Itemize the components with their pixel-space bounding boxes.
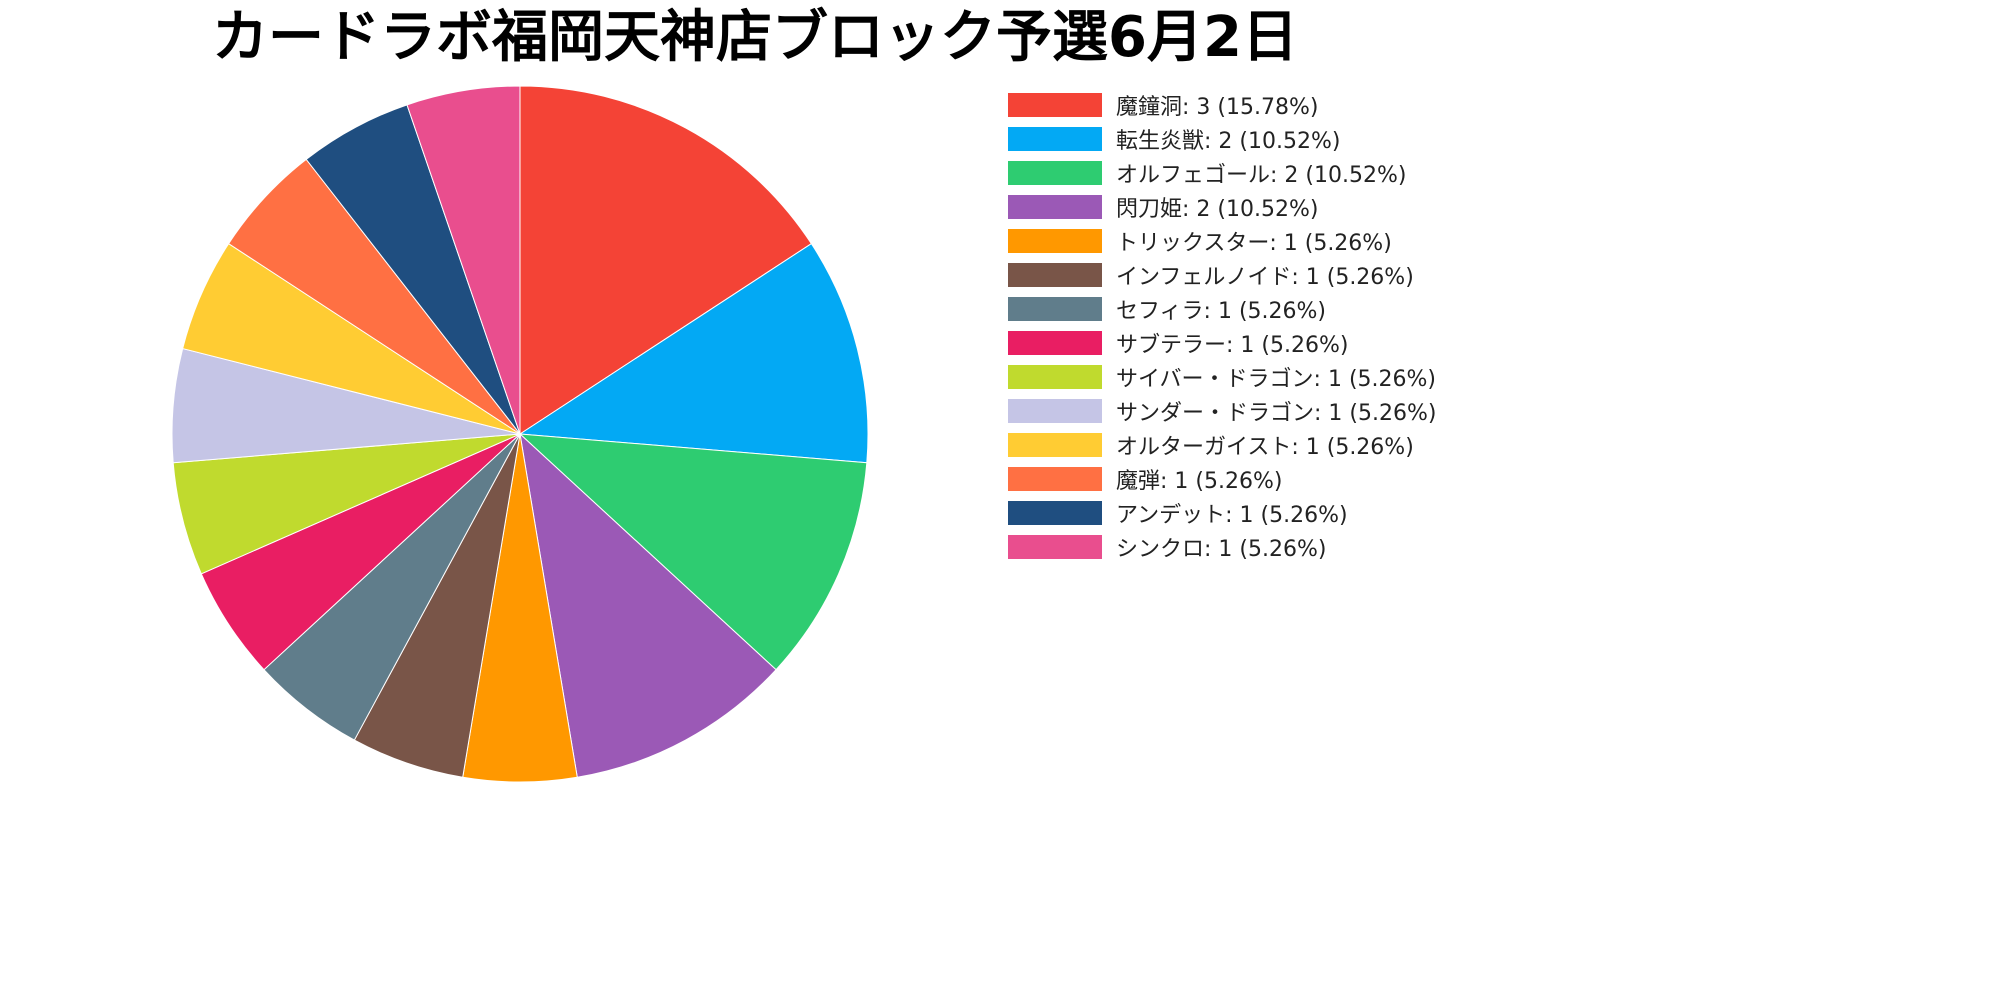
- pie-slice-3: [518, 433, 868, 671]
- pie-slice-1: [519, 85, 813, 435]
- legend-label: 閃刀姫: 2 (10.52%): [1116, 197, 1319, 222]
- legend-item: インフェルノイド: 1 (5.26%): [1008, 258, 1436, 292]
- legend-swatch: [1008, 433, 1102, 457]
- pie-slices: [171, 85, 869, 783]
- legend-item: セフィラ: 1 (5.26%): [1008, 292, 1436, 326]
- legend-label: アンデット: 1 (5.26%): [1116, 503, 1348, 528]
- legend-swatch: [1008, 127, 1102, 151]
- legend-label: シンクロ: 1 (5.26%): [1116, 537, 1327, 562]
- legend: 魔鐘洞: 3 (15.78%) 転生炎獣: 2 (10.52%) オルフェゴール: …: [1008, 88, 1436, 564]
- legend-swatch: [1008, 93, 1102, 117]
- legend-swatch: [1008, 467, 1102, 491]
- legend-label: セフィラ: 1 (5.26%): [1116, 299, 1327, 324]
- legend-swatch: [1008, 297, 1102, 321]
- legend-label: 魔弾: 1 (5.26%): [1116, 469, 1283, 494]
- legend-swatch: [1008, 365, 1102, 389]
- legend-swatch: [1008, 263, 1102, 287]
- pie-slice-2: [518, 242, 869, 464]
- legend-item: シンクロ: 1 (5.26%): [1008, 530, 1436, 564]
- legend-label: サブテラー: 1 (5.26%): [1116, 333, 1349, 358]
- legend-swatch: [1008, 195, 1102, 219]
- legend-item: サイバー・ドラゴン: 1 (5.26%): [1008, 360, 1436, 394]
- legend-item: 閃刀姫: 2 (10.52%): [1008, 190, 1436, 224]
- legend-swatch: [1008, 229, 1102, 253]
- legend-swatch: [1008, 535, 1102, 559]
- pie-chart: [171, 85, 869, 783]
- legend-item: 転生炎獣: 2 (10.52%): [1008, 122, 1436, 156]
- pie-slice-4: [519, 432, 777, 778]
- legend-item: 魔鐘洞: 3 (15.78%): [1008, 88, 1436, 122]
- legend-label: 転生炎獣: 2 (10.52%): [1116, 129, 1341, 154]
- legend-item: サンダー・ドラゴン: 1 (5.26%): [1008, 394, 1436, 428]
- legend-swatch: [1008, 331, 1102, 355]
- legend-item: 魔弾: 1 (5.26%): [1008, 462, 1436, 496]
- legend-label: サイバー・ドラゴン: 1 (5.26%): [1116, 367, 1437, 392]
- chart-title: カードラボ福岡天神店ブロック予選6月2日: [212, 5, 1298, 70]
- legend-item: トリックスター: 1 (5.26%): [1008, 224, 1436, 258]
- legend-label: トリックスター: 1 (5.26%): [1116, 231, 1392, 256]
- legend-swatch: [1008, 399, 1102, 423]
- legend-item: オルターガイスト: 1 (5.26%): [1008, 428, 1436, 462]
- pie-slice-14: [406, 85, 521, 435]
- legend-label: 魔鐘洞: 3 (15.78%): [1116, 95, 1319, 120]
- legend-label: サンダー・ドラゴン: 1 (5.26%): [1116, 401, 1437, 426]
- legend-item: サブテラー: 1 (5.26%): [1008, 326, 1436, 360]
- legend-item: アンデット: 1 (5.26%): [1008, 496, 1436, 530]
- legend-swatch: [1008, 501, 1102, 525]
- legend-swatch: [1008, 161, 1102, 185]
- legend-label: オルフェゴール: 2 (10.52%): [1116, 163, 1407, 188]
- legend-label: オルターガイスト: 1 (5.26%): [1116, 435, 1414, 460]
- legend-item: オルフェゴール: 2 (10.52%): [1008, 156, 1436, 190]
- legend-label: インフェルノイド: 1 (5.26%): [1116, 265, 1414, 290]
